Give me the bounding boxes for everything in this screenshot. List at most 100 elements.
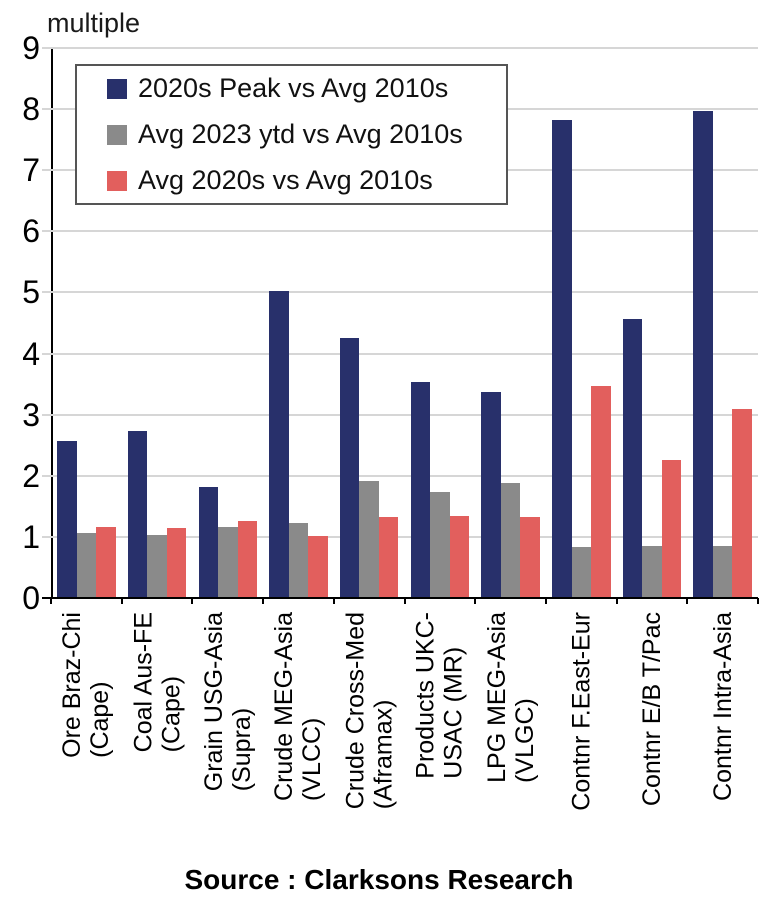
x-axis-label-line: (Cape): [86, 681, 115, 758]
x-axis-category-label: Crude MEG-Asia (VLCC): [270, 612, 326, 801]
bar-avg-2020s-vs-avg-2010s: [96, 526, 116, 598]
x-axis-label-line: (Aframax): [369, 699, 398, 810]
x-axis-category-label: Contnr E/B T/Pac: [638, 612, 666, 806]
x-axis-label-line: Crude Cross-Med: [341, 612, 370, 810]
bar-avg-2020s-vs-avg-2010s: [308, 535, 328, 598]
x-axis-label-line: USAC (MR): [439, 646, 468, 779]
x-axis-tick-mark: [474, 598, 477, 604]
x-axis-label-line: (Cape): [157, 675, 186, 753]
bar-2020s-peak-vs-avg-2010s: [622, 318, 643, 598]
bar-avg-2020s-vs-avg-2010s: [378, 517, 399, 598]
bar-avg-2020s-vs-avg-2010s: [449, 515, 470, 598]
bar-avg-2020s-vs-avg-2010s: [237, 521, 257, 598]
legend-swatch: [107, 124, 127, 145]
legend-label: Avg 2020s vs Avg 2010s: [138, 165, 433, 195]
x-axis-tick-mark: [120, 598, 123, 604]
bar-2020s-peak-vs-avg-2010s: [339, 338, 360, 598]
gridline: [42, 474, 758, 477]
x-axis-category-label: Contnr Intra-Asia: [709, 612, 737, 801]
x-axis-tick-mark: [757, 598, 759, 604]
gridline: [42, 291, 758, 294]
bar-avg-2020s-vs-avg-2010s: [661, 459, 682, 598]
bar-2020s-peak-vs-avg-2010s: [481, 392, 501, 598]
x-axis-tick-mark: [191, 598, 194, 604]
source-text: Source : Clarksons Research: [184, 864, 574, 895]
legend-label: 2020s Peak vs Avg 2010s: [138, 73, 449, 103]
x-axis-tick-mark: [686, 598, 689, 604]
x-axis-tick-mark: [262, 598, 265, 604]
x-axis-category-label: Contnr F.East-Eur: [567, 612, 595, 811]
x-axis-label-line: Contnr Intra-Asia: [708, 612, 737, 801]
x-axis-label-line: Grain USG-Asia: [199, 612, 228, 792]
legend-item-avg-2020s-vs-avg-2010s: Avg 2020s vs Avg 2010s: [107, 167, 506, 194]
x-axis-label-line: Contnr F.East-Eur: [567, 612, 596, 811]
bar-2020s-peak-vs-avg-2010s: [57, 440, 77, 598]
x-axis-tick-mark: [615, 598, 618, 604]
legend-swatch: [107, 170, 127, 191]
bar-avg-2023-ytd-vs-avg-2010s: [218, 526, 238, 598]
x-axis-category-label: Grain USG-Asia (Supra): [200, 612, 256, 791]
y-axis-tick-label: 0: [22, 580, 40, 616]
x-axis-category-label: Ore Braz-Chi (Cape): [58, 612, 114, 758]
gridline: [42, 352, 758, 355]
x-axis-category-label: Coal Aus-FE (Cape): [129, 612, 185, 752]
bar-avg-2020s-vs-avg-2010s: [591, 385, 611, 598]
bar-avg-2023-ytd-vs-avg-2010s: [359, 480, 379, 598]
x-axis-label-line: (VLGC): [510, 698, 539, 783]
y-axis-tick-label: 9: [22, 30, 40, 66]
bar-avg-2023-ytd-vs-avg-2010s: [147, 535, 167, 598]
y-axis-tick-label: 3: [22, 396, 40, 433]
bar-avg-2023-ytd-vs-avg-2010s: [642, 546, 662, 598]
x-axis-tick-mark: [403, 598, 406, 604]
legend-label: Avg 2023 ytd vs Avg 2010s: [138, 119, 463, 149]
y-axis-tick-label: 6: [22, 213, 40, 250]
x-axis-label-line: Coal Aus-FE: [129, 612, 158, 753]
y-axis-tick-label: 8: [22, 91, 40, 128]
y-axis-title: multiple: [47, 8, 141, 38]
legend-item-avg-2023-ytd-vs-avg-2010s: Avg 2023 ytd vs Avg 2010s: [107, 121, 506, 148]
gridline: [42, 230, 758, 233]
legend: 2020s Peak vs Avg 2010s Avg 2023 ytd vs A…: [75, 64, 508, 205]
y-axis-tick-label: 4: [22, 335, 40, 372]
x-axis-line: [42, 597, 758, 599]
y-axis-tick-label: 1: [22, 518, 40, 555]
x-axis-category-label: LPG MEG-Asia (VLGC): [483, 612, 539, 783]
x-axis-tick-mark: [544, 598, 547, 604]
bar-avg-2023-ytd-vs-avg-2010s: [500, 482, 521, 598]
x-axis-tick-mark: [332, 598, 335, 604]
bar-avg-2020s-vs-avg-2010s: [166, 528, 187, 598]
y-axis-tick-label: 7: [22, 152, 40, 189]
x-axis-label-line: Crude MEG-Asia: [270, 612, 299, 801]
bar-2020s-peak-vs-avg-2010s: [693, 110, 713, 598]
x-axis-tick-mark: [50, 598, 52, 604]
gridline: [42, 47, 758, 49]
bar-2020s-peak-vs-avg-2010s: [552, 120, 572, 598]
y-axis-tick-label: 5: [22, 274, 40, 311]
x-axis-category-label: Crude Cross-Med (Aframax): [341, 612, 397, 809]
legend-item-2020s-peak-vs-avg-2010s: 2020s Peak vs Avg 2010s: [107, 75, 506, 102]
plot-area: [42, 47, 759, 604]
x-axis-label-line: Contnr E/B T/Pac: [637, 612, 666, 807]
x-axis-label-line: (Supra): [227, 707, 256, 792]
bar-2020s-peak-vs-avg-2010s: [127, 430, 148, 598]
bar-2020s-peak-vs-avg-2010s: [410, 382, 431, 598]
bar-avg-2023-ytd-vs-avg-2010s: [76, 532, 97, 598]
bar-avg-2023-ytd-vs-avg-2010s: [288, 522, 309, 598]
bar-avg-2023-ytd-vs-avg-2010s: [712, 546, 733, 598]
x-axis-category-label: Products UKC- USAC (MR): [412, 612, 468, 779]
x-axis-label-line: (VLCC): [298, 717, 327, 801]
x-axis-label-line: LPG MEG-Asia: [482, 612, 511, 783]
x-axis-label-line: Ore Braz-Chi: [58, 612, 87, 758]
bar-avg-2023-ytd-vs-avg-2010s: [430, 491, 450, 598]
y-axis-tick-label: 2: [22, 457, 40, 494]
bar-avg-2023-ytd-vs-avg-2010s: [571, 547, 591, 598]
gridline: [42, 535, 758, 538]
gridline: [42, 413, 758, 416]
bar-avg-2020s-vs-avg-2010s: [732, 409, 752, 598]
y-axis-line: [51, 48, 53, 598]
bar-avg-2020s-vs-avg-2010s: [520, 516, 540, 598]
bar-2020s-peak-vs-avg-2010s: [269, 291, 289, 598]
legend-swatch: [107, 78, 127, 99]
x-axis-label-line: Products UKC-: [411, 612, 440, 779]
